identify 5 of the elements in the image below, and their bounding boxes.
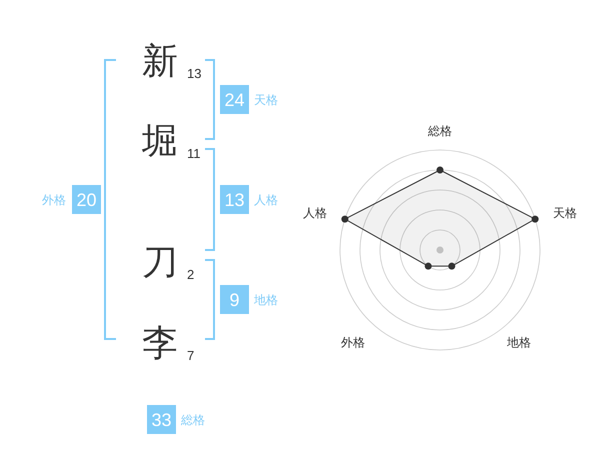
data-label: 9 xyxy=(229,290,240,310)
data-label: 20 xyxy=(76,190,97,210)
data-label: 33 xyxy=(151,410,172,430)
data-label: 24 xyxy=(224,90,245,110)
data-label: 13 xyxy=(224,190,245,210)
